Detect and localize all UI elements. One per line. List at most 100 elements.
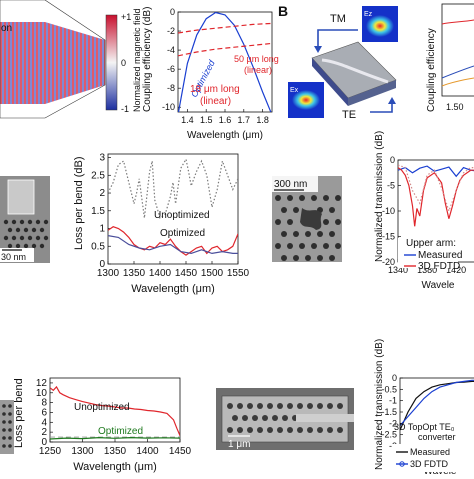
optimized-series-line [50, 438, 180, 439]
y-tick-label: 2.5 [91, 170, 105, 181]
y-tick-label: 0 [390, 155, 395, 165]
colorbar-tick-mid: 0 [121, 58, 126, 68]
x-axis-label: Wavelength (μm) [73, 461, 157, 473]
50-m-long-linear-series-line [178, 23, 272, 33]
splitter-scale-label: 300 nm [274, 179, 307, 190]
y-axis-label: Loss per bend [13, 378, 25, 448]
y-tick-label: 1 [99, 224, 105, 235]
y-tick-label: -6 [167, 64, 175, 74]
annotation-label: Unoptimized [74, 402, 130, 413]
legend-entry: 3D FDTD [418, 261, 460, 272]
y-tick-label: 1.5 [91, 206, 105, 217]
y-tick-label: 0 [170, 7, 175, 17]
x-tick-label: 1.5 [200, 115, 213, 125]
transmission-upper-arm-chart: 0-5-10-15-201340138014201460WaveleNormal… [374, 131, 474, 291]
te0-converter-chart: 0-0.5-1-1.5-2-2.5-3WaveleNormalized tran… [374, 339, 474, 474]
annotation-label: Unoptimized [154, 210, 210, 221]
x-tick-label: 1300 [97, 268, 120, 279]
x-tick-label: 1.8 [256, 115, 269, 125]
x-tick-label: 1.7 [238, 115, 251, 125]
x-axis-label: Wavelength (μm) [131, 283, 215, 295]
panel-a: on +1 0 -1 Normalized magnetic field [0, 0, 142, 118]
ex-mode-label: Ex [290, 87, 299, 94]
annotation-label: converter [418, 432, 456, 442]
panel-e-micrograph: 300 nm [272, 176, 342, 262]
x-axis-label: Wavele [422, 280, 455, 291]
y-tick-label: -5 [387, 181, 395, 191]
y-tick-label: -2 [167, 26, 175, 36]
te-arrow [370, 104, 392, 112]
te-label: TE [342, 109, 356, 121]
x-tick-label: 1350 [104, 446, 127, 457]
panel-h-micrograph: 1 μm [216, 388, 354, 450]
series-group [398, 165, 474, 226]
annotation-label: 3D TopOpt TE₀ [394, 422, 455, 432]
x-tick-label: 1.4 [181, 115, 194, 125]
tm-arrow [318, 30, 358, 46]
y-axis-label: Normalized transmission (dB) [374, 339, 385, 470]
y-tick-label: 0 [392, 373, 397, 383]
panel-g-micrograph [0, 400, 14, 454]
colorbar-tick-top: +1 [121, 12, 131, 22]
panel-b: B Ez TM Ex TE Coupling efficiency 1.50 [278, 3, 474, 121]
y-tick-label: 3 [99, 153, 105, 164]
x-tick-label: 1400 [149, 268, 172, 279]
y-tick-label: 4 [41, 417, 47, 428]
tm-arrow-head [314, 46, 322, 53]
x-tick-label: 1450 [175, 268, 198, 279]
y-axis-label: Normalized transmission (dB) [374, 131, 385, 262]
y-tick-label: 6 [41, 407, 47, 418]
x-tick-label: 1550 [227, 268, 250, 279]
y-tick-label: 2 [99, 188, 105, 199]
legend-entry: Measured [410, 447, 450, 457]
colorbar-tick-bottom: -1 [121, 104, 129, 114]
y-tick-label: -8 [167, 83, 175, 93]
panel-b-right-ylabel: Coupling efficiency [426, 28, 437, 112]
x-tick-label: 1400 [136, 446, 159, 457]
y-axis-label: Loss per bend (dB) [73, 156, 85, 250]
y-tick-label: 10 [36, 388, 48, 399]
3d-fdtd-series-line [400, 380, 474, 425]
y-tick-label: -4 [167, 45, 175, 55]
y-tick-label: 0.5 [91, 241, 105, 252]
tm-label: TM [330, 13, 346, 25]
y-tick-label: 8 [41, 398, 47, 409]
ez-mode-profile [366, 15, 394, 37]
y-axis-label: Coupling efficiency (dB) [142, 7, 153, 112]
panel-b-right-plot-curve-blue [442, 66, 474, 78]
panel-b-label: B [278, 3, 288, 19]
te-arrow-head [388, 97, 396, 104]
panel-b-right-plot-curve-orange [442, 78, 474, 86]
x-tick-label: 1450 [169, 446, 192, 457]
converter-waveguide [296, 414, 354, 422]
x-tick-label: 1250 [39, 446, 62, 457]
annotation-label: (linear) [200, 96, 231, 107]
y-tick-label: 12 [36, 378, 48, 389]
converter-scale-label: 1 μm [228, 439, 250, 450]
annotation-label: Optimized [98, 426, 143, 437]
colorbar [106, 15, 117, 110]
y-tick-label: -1 [389, 396, 397, 406]
annotation-label: 50 μm long [234, 54, 279, 64]
bend-sem-inset [8, 180, 34, 214]
x-tick-label: 1300 [71, 446, 94, 457]
x-tick-label: 1350 [123, 268, 146, 279]
y-tick-label: -10 [162, 102, 175, 112]
legend-entry: 3D FDTD [410, 459, 449, 469]
annotation-label: (linear) [244, 65, 272, 75]
optimized-taper-field [0, 22, 105, 104]
legend-title: Upper arm: [406, 238, 456, 249]
panel-c-micrograph: 30 nm [0, 176, 50, 263]
panel-a-label-fragment: on [1, 23, 12, 34]
panel-b-right-plot-box [442, 4, 474, 96]
annotation-label: 18 μm long [190, 84, 240, 95]
x-axis-label: Wavelength (μm) [187, 130, 263, 141]
spiral-sem-image [0, 400, 14, 454]
panel-b-right-plot-curve-red [442, 20, 474, 24]
colorbar-label: Normalized magnetic field [132, 8, 142, 112]
bend-scale-label: 30 nm [1, 252, 26, 262]
